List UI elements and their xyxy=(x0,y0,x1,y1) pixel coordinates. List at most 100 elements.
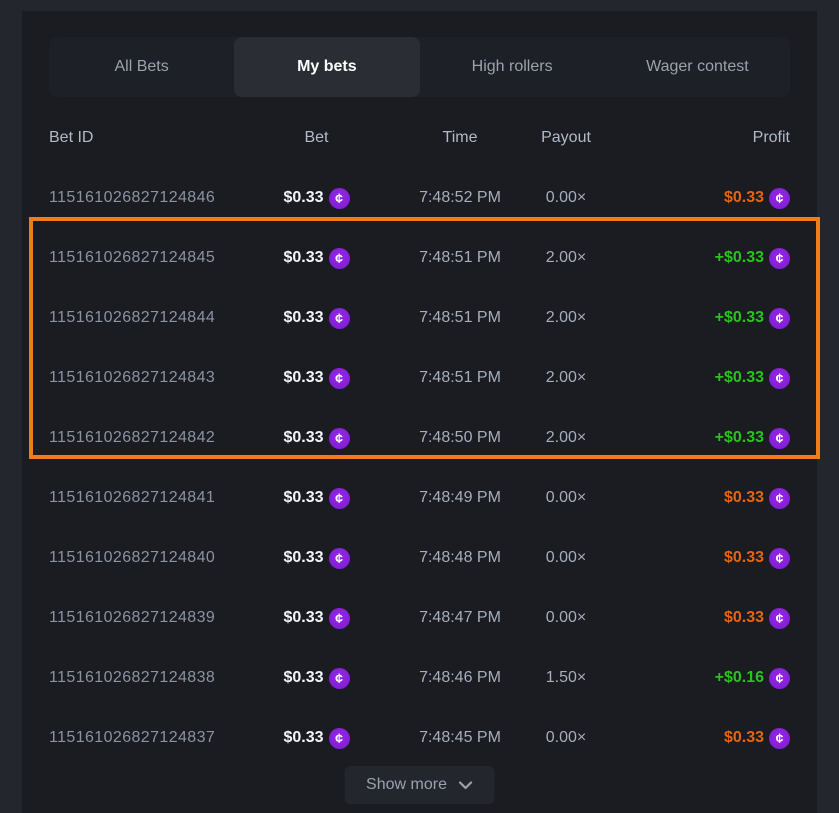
coin-icon: ¢ xyxy=(769,667,790,689)
bet-id-value: 115161026827124841 xyxy=(49,489,216,506)
bet-time-value: 7:48:47 PM xyxy=(419,609,501,626)
bet-id-value: 115161026827124837 xyxy=(49,729,216,746)
bet-amount-value: $0.33 xyxy=(283,549,324,566)
header-time: Time xyxy=(442,129,478,146)
bet-amount: $0.33 ¢ xyxy=(283,667,350,689)
coin-icon: ¢ xyxy=(769,307,790,329)
bet-profit-value: +$0.33 xyxy=(714,309,764,326)
tab-high-rollers[interactable]: High rollers xyxy=(471,58,553,75)
bet-amount-value: $0.33 xyxy=(283,429,324,446)
bet-id-value: 115161026827124842 xyxy=(49,429,216,446)
bet-payout-value: 2.00× xyxy=(545,249,587,266)
bet-profit: $0.33 ¢ xyxy=(723,607,790,629)
bet-profit: $0.33 ¢ xyxy=(723,487,790,509)
bet-amount-value: $0.33 xyxy=(283,669,324,686)
bet-profit: +$0.33 ¢ xyxy=(714,247,790,269)
bet-profit-value: $0.33 xyxy=(723,729,764,746)
header-profit: Profit xyxy=(752,129,790,146)
bet-id-value: 115161026827124844 xyxy=(49,309,216,326)
bet-payout-value: 2.00× xyxy=(545,369,587,386)
bet-payout-value: 2.00× xyxy=(545,309,587,326)
table-row[interactable]: 115161026827124838 $0.33 ¢ 7:48:46 PM 1.… xyxy=(22,648,817,708)
bets-tab-bar: All Bets My bets High rollers Wager cont… xyxy=(49,37,790,97)
bet-amount-value: $0.33 xyxy=(283,249,324,266)
bet-payout-value: 2.00× xyxy=(545,429,587,446)
coin-icon: ¢ xyxy=(328,727,350,749)
coin-icon: ¢ xyxy=(769,607,790,629)
bet-payout-value: 0.00× xyxy=(545,549,587,566)
bet-amount-value: $0.33 xyxy=(283,729,324,746)
table-header-row: Bet ID Bet Time Payout Profit xyxy=(22,108,817,168)
table-row[interactable]: 115161026827124841 $0.33 ¢ 7:48:49 PM 0.… xyxy=(22,468,817,528)
coin-icon: ¢ xyxy=(769,547,790,569)
bet-amount: $0.33 ¢ xyxy=(283,727,350,749)
bet-profit: +$0.16 ¢ xyxy=(715,667,790,689)
coin-icon: ¢ xyxy=(769,247,790,269)
bet-profit-value: $0.33 xyxy=(723,489,764,506)
show-more-label: Show more xyxy=(366,776,447,793)
bet-payout-value: 0.00× xyxy=(545,729,587,746)
bet-amount: $0.33 ¢ xyxy=(283,247,350,269)
bet-time-value: 7:48:50 PM xyxy=(419,429,501,446)
bet-amount-value: $0.33 xyxy=(283,189,324,206)
bet-payout-value: 0.00× xyxy=(545,189,587,206)
coin-icon: ¢ xyxy=(769,367,790,389)
bet-profit: +$0.33 ¢ xyxy=(715,427,790,449)
bet-id-value: 115161026827124845 xyxy=(49,249,216,266)
bet-payout-value: 0.00× xyxy=(545,489,587,506)
bet-id-value: 115161026827124843 xyxy=(49,369,216,386)
tab-wager-contest[interactable]: Wager contest xyxy=(646,58,749,75)
bet-id-value: 115161026827124839 xyxy=(49,609,216,626)
bet-amount: $0.33 ¢ xyxy=(283,607,350,629)
bet-profit-value: +$0.33 xyxy=(714,369,764,386)
bet-profit-value: +$0.33 xyxy=(714,249,764,266)
coin-icon: ¢ xyxy=(328,367,350,389)
bet-id-value: 115161026827124840 xyxy=(49,549,216,566)
header-bet: Bet xyxy=(304,129,329,146)
bet-amount-value: $0.33 xyxy=(283,369,324,386)
table-row[interactable]: 115161026827124846 $0.33 ¢ 7:48:52 PM 0.… xyxy=(22,168,817,228)
bet-payout-value: 1.50× xyxy=(545,669,587,686)
coin-icon: ¢ xyxy=(328,187,350,209)
coin-icon: ¢ xyxy=(328,667,350,689)
bet-profit-value: $0.33 xyxy=(723,609,764,626)
bet-id-value: 115161026827124846 xyxy=(49,189,216,206)
bet-profit: +$0.33 ¢ xyxy=(714,307,790,329)
coin-icon: ¢ xyxy=(328,547,350,569)
header-payout: Payout xyxy=(541,129,591,146)
bet-id-value: 115161026827124838 xyxy=(49,669,216,686)
table-row[interactable]: 115161026827124845 $0.33 ¢ 7:48:51 PM 2.… xyxy=(22,228,817,288)
header-bet-id: Bet ID xyxy=(49,129,94,146)
table-row[interactable]: 115161026827124839 $0.33 ¢ 7:48:47 PM 0.… xyxy=(22,588,817,648)
bet-time-value: 7:48:48 PM xyxy=(419,549,501,566)
bet-profit-value: $0.33 xyxy=(723,189,764,206)
show-more-button[interactable]: Show more xyxy=(344,766,495,804)
coin-icon: ¢ xyxy=(328,427,350,449)
coin-icon: ¢ xyxy=(328,487,350,509)
table-row[interactable]: 115161026827124840 $0.33 ¢ 7:48:48 PM 0.… xyxy=(22,528,817,588)
table-body: 115161026827124846 $0.33 ¢ 7:48:52 PM 0.… xyxy=(22,168,817,768)
table-row[interactable]: 115161026827124842 $0.33 ¢ 7:48:50 PM 2.… xyxy=(22,408,817,468)
bet-profit: $0.33 ¢ xyxy=(723,727,790,749)
bet-amount: $0.33 ¢ xyxy=(283,427,350,449)
tab-all-bets[interactable]: All Bets xyxy=(114,58,169,75)
bet-time-value: 7:48:52 PM xyxy=(419,189,501,206)
coin-icon: ¢ xyxy=(328,307,350,329)
bet-amount: $0.33 ¢ xyxy=(283,487,350,509)
bet-amount-value: $0.33 xyxy=(283,309,324,326)
table-row[interactable]: 115161026827124843 $0.33 ¢ 7:48:51 PM 2.… xyxy=(22,348,817,408)
bet-time-value: 7:48:46 PM xyxy=(419,669,501,686)
table-row[interactable]: 115161026827124844 $0.33 ¢ 7:48:51 PM 2.… xyxy=(22,288,817,348)
bet-profit: $0.33 ¢ xyxy=(723,547,790,569)
bet-payout-value: 0.00× xyxy=(545,609,587,626)
tab-my-bets[interactable]: My bets xyxy=(234,37,420,97)
chevron-down-icon xyxy=(459,780,473,790)
bet-amount: $0.33 ¢ xyxy=(283,367,350,389)
bet-time-value: 7:48:51 PM xyxy=(419,309,501,326)
coin-icon: ¢ xyxy=(769,487,790,509)
table-row[interactable]: 115161026827124837 $0.33 ¢ 7:48:45 PM 0.… xyxy=(22,708,817,768)
bet-amount: $0.33 ¢ xyxy=(283,547,350,569)
bet-time-value: 7:48:51 PM xyxy=(419,249,501,266)
bet-profit-value: $0.33 xyxy=(723,549,764,566)
bets-panel: All Bets My bets High rollers Wager cont… xyxy=(22,11,820,813)
